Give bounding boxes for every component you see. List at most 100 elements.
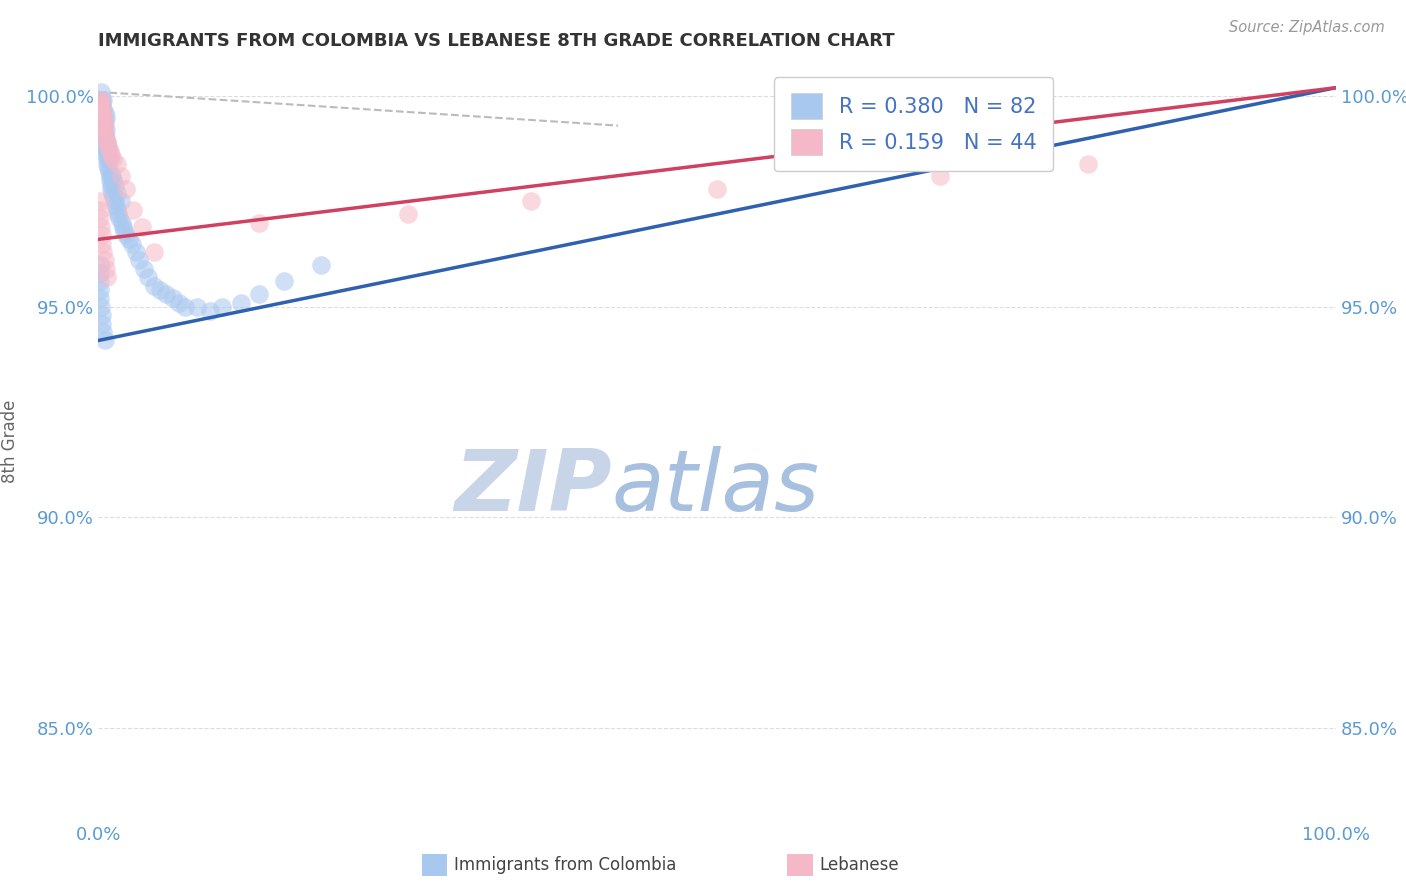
- Point: [90, 97, 112, 112]
- Point: [143, 244, 166, 259]
- Point: [91, 114, 114, 128]
- Point: [94, 131, 117, 145]
- Point: [121, 236, 143, 251]
- Point: [103, 178, 125, 192]
- Text: ZIP: ZIP: [454, 445, 612, 529]
- Y-axis label: 8th Grade: 8th Grade: [0, 400, 18, 483]
- Point: [93, 131, 115, 145]
- Point: [229, 295, 252, 310]
- Point: [273, 275, 295, 289]
- Point: [89, 102, 111, 116]
- Point: [93, 106, 115, 120]
- Point: [112, 219, 135, 234]
- Point: [89, 266, 111, 280]
- Point: [89, 275, 111, 289]
- Point: [96, 270, 118, 285]
- Point: [128, 253, 150, 268]
- Point: [91, 102, 114, 116]
- Point: [90, 308, 112, 322]
- Point: [103, 173, 125, 187]
- Point: [134, 261, 156, 276]
- Point: [93, 123, 115, 137]
- Point: [520, 194, 543, 209]
- Point: [90, 110, 112, 124]
- Point: [94, 144, 117, 158]
- Point: [96, 156, 118, 170]
- Point: [91, 317, 114, 331]
- Point: [97, 161, 120, 175]
- Point: [143, 278, 166, 293]
- Point: [93, 114, 115, 128]
- Point: [98, 173, 121, 187]
- Legend: R = 0.380   N = 82, R = 0.159   N = 44: R = 0.380 N = 82, R = 0.159 N = 44: [775, 77, 1053, 171]
- Point: [114, 228, 136, 243]
- Point: [93, 127, 115, 141]
- Point: [96, 136, 118, 150]
- Point: [93, 253, 115, 268]
- Point: [105, 156, 128, 170]
- Point: [247, 215, 270, 229]
- Point: [93, 110, 115, 124]
- Point: [89, 258, 111, 272]
- Point: [118, 232, 141, 246]
- Point: [186, 300, 208, 314]
- Point: [97, 139, 120, 153]
- Point: [93, 334, 115, 348]
- Point: [98, 153, 121, 167]
- Point: [111, 215, 134, 229]
- Point: [90, 85, 112, 99]
- Point: [89, 93, 111, 107]
- Point: [97, 165, 120, 179]
- Point: [107, 207, 129, 221]
- Point: [90, 97, 112, 112]
- Point: [93, 325, 115, 339]
- Point: [96, 136, 118, 150]
- Point: [100, 148, 122, 162]
- Point: [89, 194, 111, 209]
- Point: [90, 93, 112, 107]
- Point: [97, 139, 120, 153]
- Point: [94, 139, 117, 153]
- Point: [91, 106, 114, 120]
- Point: [90, 228, 112, 243]
- Point: [103, 153, 125, 167]
- Point: [93, 244, 115, 259]
- Point: [198, 304, 221, 318]
- Point: [91, 114, 114, 128]
- Point: [104, 199, 127, 213]
- Point: [89, 283, 111, 297]
- Point: [94, 110, 117, 124]
- Point: [105, 202, 128, 217]
- Text: IMMIGRANTS FROM COLOMBIA VS LEBANESE 8TH GRADE CORRELATION CHART: IMMIGRANTS FROM COLOMBIA VS LEBANESE 8TH…: [98, 32, 896, 50]
- Point: [928, 169, 950, 183]
- Point: [94, 261, 117, 276]
- Point: [1077, 156, 1099, 170]
- Point: [89, 97, 111, 112]
- Point: [89, 291, 111, 305]
- Point: [97, 144, 120, 158]
- Point: [91, 102, 114, 116]
- Point: [90, 106, 112, 120]
- Point: [91, 97, 114, 112]
- Point: [309, 258, 332, 272]
- Point: [706, 182, 728, 196]
- Point: [101, 186, 124, 200]
- Point: [93, 102, 115, 116]
- Point: [103, 194, 125, 209]
- Point: [211, 300, 233, 314]
- Text: Source: ZipAtlas.com: Source: ZipAtlas.com: [1229, 20, 1385, 35]
- Point: [96, 153, 118, 167]
- Point: [93, 119, 115, 133]
- Point: [110, 169, 132, 183]
- Point: [90, 300, 112, 314]
- Text: atlas: atlas: [612, 445, 820, 529]
- Point: [112, 224, 135, 238]
- Point: [101, 169, 124, 183]
- Point: [90, 93, 112, 107]
- Point: [136, 270, 159, 285]
- Point: [122, 202, 145, 217]
- Point: [100, 182, 122, 196]
- Point: [155, 287, 177, 301]
- Point: [98, 144, 121, 158]
- Point: [247, 287, 270, 301]
